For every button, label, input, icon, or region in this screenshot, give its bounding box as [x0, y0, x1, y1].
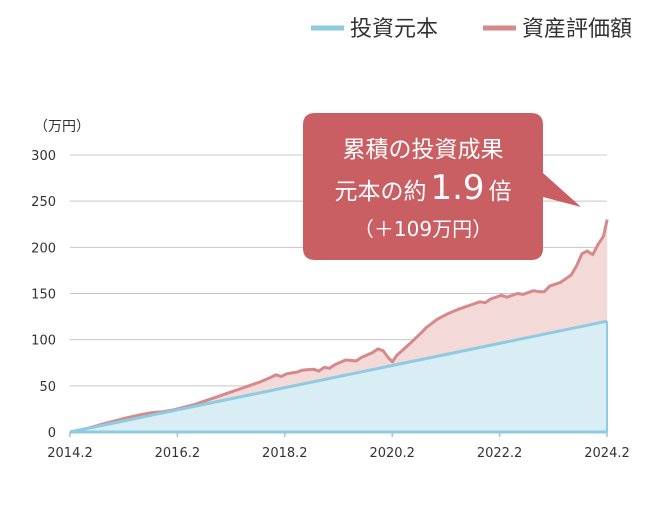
callout-line3: （＋109万円）: [354, 217, 492, 241]
callout-line2-suffix: 倍: [489, 179, 512, 205]
x-tick-label: 2016.2: [155, 446, 201, 461]
y-axis-labels: 0 50 100 150 200 250 300: [31, 149, 56, 441]
x-tick-label: 2018.2: [262, 446, 308, 461]
x-tick-label: 2022.2: [477, 446, 523, 461]
legend: 投資元本 資産評価額: [311, 17, 632, 42]
principal-line: [69, 319, 608, 434]
callout-background: [303, 113, 581, 260]
y-tick-label: 0: [48, 426, 56, 441]
y-tick-label: 150: [31, 288, 56, 303]
x-tick-label: 2020.2: [369, 446, 415, 461]
callout-bubble: 累積の投資成果 元本の約 1.9 倍 （＋109万円）: [303, 113, 581, 260]
y-tick-label: 200: [31, 241, 56, 256]
x-tick-label: 2014.2: [47, 446, 93, 461]
callout-line2: 元本の約 1.9 倍: [334, 168, 511, 208]
y-tick-label: 50: [39, 380, 56, 395]
x-axis-labels: 2014.2 2016.2 2018.2 2020.2 2022.2 2024.2: [47, 446, 630, 461]
callout-line2-prefix: 元本の約: [334, 179, 426, 205]
legend-label-asset: 資産評価額: [522, 17, 632, 42]
y-axis-unit-label: （万円）: [34, 119, 90, 135]
y-tick-label: 300: [31, 149, 56, 164]
chart-areas: [69, 219, 609, 434]
y-tick-label: 250: [31, 195, 56, 210]
asset-line: [69, 219, 609, 434]
x-tick-label: 2024.2: [584, 446, 630, 461]
callout-line2-value: 1.9: [430, 168, 484, 208]
legend-label-principal: 投資元本: [350, 17, 438, 42]
y-tick-label: 100: [31, 334, 56, 349]
callout-line1: 累積の投資成果: [343, 137, 504, 163]
